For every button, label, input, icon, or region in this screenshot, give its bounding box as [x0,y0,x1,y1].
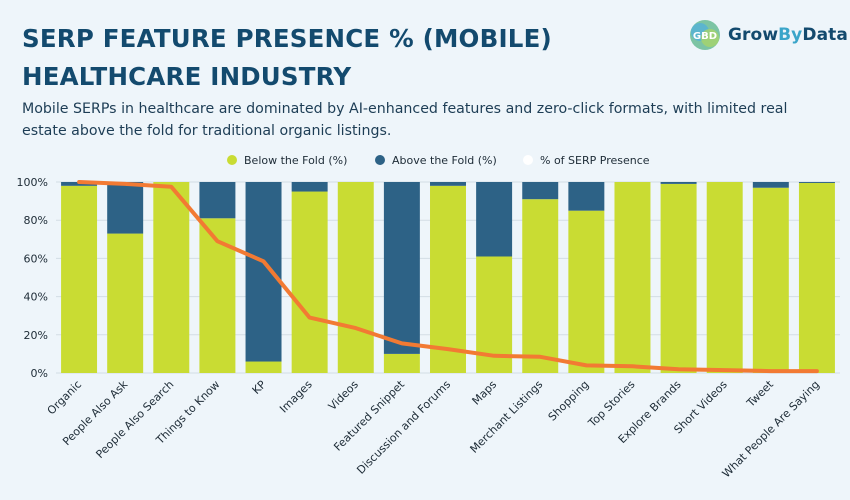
bar-above-fold [476,182,513,257]
chart-title: SERP FEATURE PRESENCE % (MOBILE) HEALTHC… [22,20,662,96]
legend-marker [523,155,533,165]
x-tick-label: Maps [470,378,500,408]
y-tick-label: 0% [31,367,48,380]
x-tick-label: Images [277,378,315,416]
bar-below-fold [522,199,559,373]
bar-below-fold [660,183,697,373]
y-tick-label: 100% [17,176,48,189]
bar-below-fold [245,361,282,373]
bar-above-fold [660,182,697,184]
y-axis: 0% 20% 40% 60% 80% 100% [17,176,48,380]
bar-below-fold [153,182,190,373]
bar-below-fold [798,182,835,373]
legend: Below the Fold (%) Above the Fold (%) % of… [227,154,650,167]
bar-above-fold [245,182,282,362]
bar-above-fold [522,182,559,200]
logo-mark-icon: GBD [690,20,720,50]
x-tick-label: People Also Search [93,378,176,461]
bar-above-fold [568,182,605,211]
y-tick-label: 80% [24,214,48,227]
bar-above-fold [291,182,328,192]
title-line-1: SERP FEATURE PRESENCE % (MOBILE) [22,24,552,53]
legend-label: % of SERP Presence [540,154,650,167]
bar-below-fold [337,182,374,373]
bar-above-fold [752,182,789,188]
x-tick-label: Organic [45,378,84,417]
bar-below-fold [61,185,98,373]
y-tick-label: 20% [24,329,48,342]
growbydata-logo: GBD GrowByData [688,18,848,52]
presence-line [77,180,819,374]
bar-below-fold [430,185,466,373]
bar-below-fold [568,210,605,373]
x-tick-label: KP [250,378,269,397]
bar-above-fold [107,182,144,234]
bar-above-fold [383,182,420,354]
legend-marker [375,155,385,165]
legend-marker [227,155,237,165]
bar-below-fold [752,187,789,373]
logo-text-grow: Grow [728,25,779,45]
bar-below-fold [199,218,236,373]
bar-below-fold [614,182,651,373]
legend-label: Below the Fold (%) [244,154,347,167]
presence-line-path [77,180,819,374]
bar-below-fold [291,191,328,373]
bar-below-fold [383,353,420,373]
y-tick-label: 40% [24,291,48,304]
x-tick-label: Discussion and Forums [354,378,453,477]
bar-below-fold [706,182,743,373]
logo-mark-letters: GBD [693,31,717,42]
chart-subtitle: Mobile SERPs in healthcare are dominated… [22,101,788,139]
logo-text: GrowByData [728,25,848,45]
bar-above-fold [199,182,236,219]
bar-above-fold [430,182,466,186]
legend-label: Above the Fold (%) [392,154,497,167]
x-tick-label: Shopping [546,378,592,424]
logo-text-by: By [778,25,803,45]
y-tick-label: 60% [24,252,48,265]
x-tick-label: What People Are Saying [720,378,822,480]
bar-below-fold [107,233,144,373]
bars [61,182,835,373]
x-tick-label: Tweet [744,377,777,410]
logo-text-data: Data [802,25,848,45]
bar-above-fold [798,182,835,183]
x-tick-label: Videos [326,378,361,413]
title-line-2: HEALTHCARE INDUSTRY [22,62,352,91]
